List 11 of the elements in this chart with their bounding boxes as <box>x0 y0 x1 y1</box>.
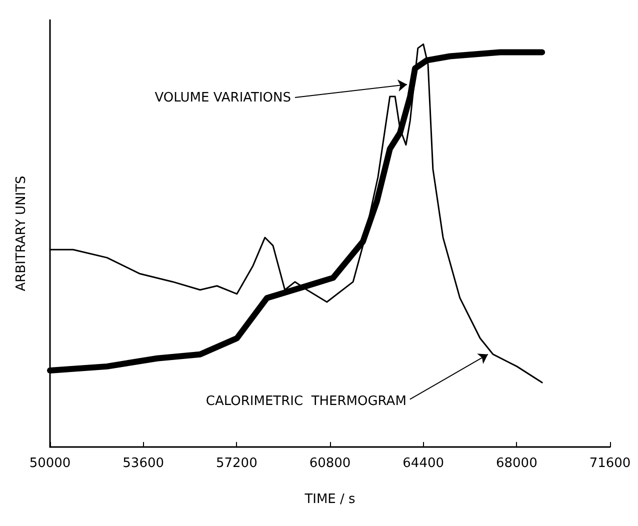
annotation: CALORIMETRIC THERMOGRAM <box>206 394 406 409</box>
x-tick-label: 60800 <box>309 456 351 471</box>
x-tick-label: 71600 <box>589 456 631 471</box>
x-tick-label: 50000 <box>29 456 71 471</box>
x-tick-label: 57200 <box>216 456 258 471</box>
annotation: VOLUME VARIATIONS <box>154 90 292 106</box>
x-tick-label: 53600 <box>122 456 164 471</box>
x-tick-label: 68000 <box>496 456 538 471</box>
x-tick-label: 64400 <box>402 456 444 471</box>
y-axis-title: ARBITRARY UNITS <box>14 176 29 292</box>
x-axis-title: TIME / s <box>304 492 356 507</box>
